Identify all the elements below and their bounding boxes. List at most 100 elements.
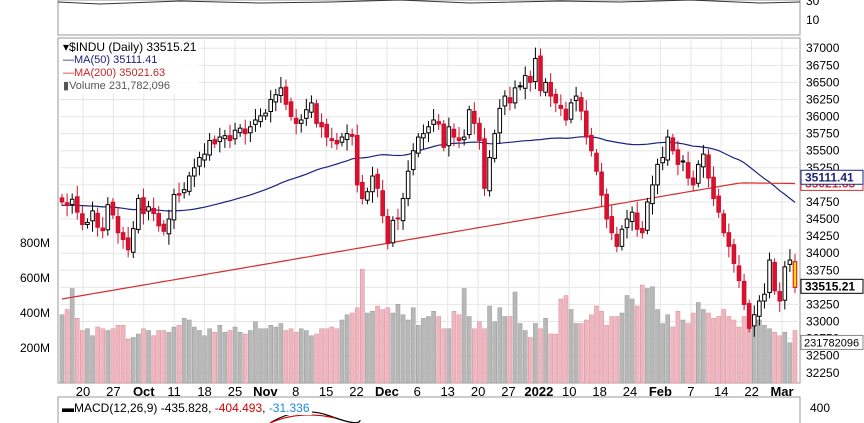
volume-bar xyxy=(344,314,350,384)
candle-body xyxy=(171,193,177,221)
volume-bar xyxy=(268,325,273,384)
volume-bar xyxy=(736,326,742,384)
candle-body xyxy=(680,160,686,163)
candle-body xyxy=(293,117,299,124)
candle-body xyxy=(130,228,136,253)
candle-body xyxy=(695,163,701,184)
candle-body xyxy=(522,75,528,89)
date-tick-label: 7 xyxy=(687,384,694,399)
candle-body xyxy=(354,135,360,186)
volume-bar xyxy=(222,332,228,384)
date-tick-label: Mar xyxy=(770,384,793,399)
legend-volume: ▮Volume 231,782,096 xyxy=(63,80,196,93)
candle-body xyxy=(487,157,492,192)
candle-body xyxy=(146,206,151,212)
volume-bar xyxy=(721,309,727,384)
candle-body xyxy=(156,213,162,227)
candle-body xyxy=(426,126,431,134)
candle-body xyxy=(757,300,762,317)
volume-bar xyxy=(548,333,553,384)
candle-body xyxy=(390,219,396,244)
volume-bar xyxy=(232,326,238,384)
volume-bar xyxy=(375,305,380,384)
volume-bar xyxy=(502,316,508,384)
ma200-label: MA(200) xyxy=(74,67,117,79)
macd-legend: ▬MACD(12,26,9) -435.828, -404.493, -31.3… xyxy=(60,401,312,415)
candle-body xyxy=(528,75,533,83)
candle-body xyxy=(660,157,665,164)
volume-bar xyxy=(538,328,543,384)
candle-body xyxy=(416,136,421,154)
volume-bar xyxy=(578,323,584,384)
candle-body xyxy=(283,86,289,105)
candle-body xyxy=(258,115,263,123)
candle-body xyxy=(324,123,329,138)
volume-bar xyxy=(171,326,177,384)
volume-bar xyxy=(726,316,732,384)
candle-body xyxy=(69,198,75,206)
candle-body xyxy=(451,128,457,138)
volume-bar xyxy=(416,325,421,384)
volume-bar xyxy=(767,328,772,384)
candle-body xyxy=(655,163,660,186)
candle-body xyxy=(90,210,95,222)
candle-body xyxy=(589,134,594,152)
date-tick-label: 11 xyxy=(167,384,181,399)
date-tick-label: 27 xyxy=(501,384,515,399)
period: Daily xyxy=(112,40,140,54)
volume-bar xyxy=(80,330,85,384)
candle-body xyxy=(711,176,716,200)
candle-body xyxy=(309,102,314,113)
candle-body xyxy=(365,191,370,201)
price-tick-label: 33750 xyxy=(806,263,840,277)
volume-bar xyxy=(273,326,279,384)
volume-bar xyxy=(451,311,457,384)
volume-bar xyxy=(242,333,248,384)
price-tick-label: 32500 xyxy=(806,349,840,363)
volume-label: Volume xyxy=(69,80,106,92)
candle-body xyxy=(197,157,202,167)
candle-body xyxy=(685,162,691,179)
volume-bar xyxy=(553,333,559,384)
price-tick-label: 36750 xyxy=(806,58,840,72)
date-tick-label: 22 xyxy=(744,384,758,399)
volume-bar xyxy=(329,326,335,384)
candle-body xyxy=(304,109,309,119)
volume-bar xyxy=(395,304,401,384)
volume-bar xyxy=(645,288,650,384)
volume-bar xyxy=(192,326,197,384)
volume-bar xyxy=(130,337,136,384)
candle-body xyxy=(405,170,411,200)
symbol: $INDU xyxy=(69,40,106,54)
candle-body xyxy=(95,212,100,228)
volume-bar xyxy=(670,326,676,384)
price-candles xyxy=(59,47,798,337)
volume-bar xyxy=(380,309,385,384)
volume-bar xyxy=(685,323,691,384)
volume-bar xyxy=(441,328,447,384)
volume-bar xyxy=(528,337,533,384)
price-tick-label: 36500 xyxy=(806,75,840,89)
candle-body xyxy=(217,136,223,142)
volume-tag-box xyxy=(800,334,864,350)
volume-bar xyxy=(522,330,528,384)
candle-body xyxy=(472,110,477,124)
volume-bar xyxy=(324,328,329,384)
volume-bar xyxy=(426,316,431,384)
candle-body xyxy=(110,201,116,216)
volume-bar xyxy=(487,305,492,384)
volume-bar xyxy=(573,323,579,384)
candle-body xyxy=(741,280,747,305)
volume-bar xyxy=(186,319,192,384)
volume-bar xyxy=(543,318,548,384)
volume-bar xyxy=(349,312,355,384)
macd-signal-value: -404.493 xyxy=(214,401,263,415)
volume-bar xyxy=(161,330,167,384)
volume-bar xyxy=(517,323,523,384)
candle-body xyxy=(334,139,340,145)
candle-body xyxy=(548,81,553,97)
price-tick-label: 35500 xyxy=(806,144,840,158)
volume-bar xyxy=(680,319,686,384)
candle-body xyxy=(151,207,156,215)
date-tick-label: Oct xyxy=(133,384,155,399)
